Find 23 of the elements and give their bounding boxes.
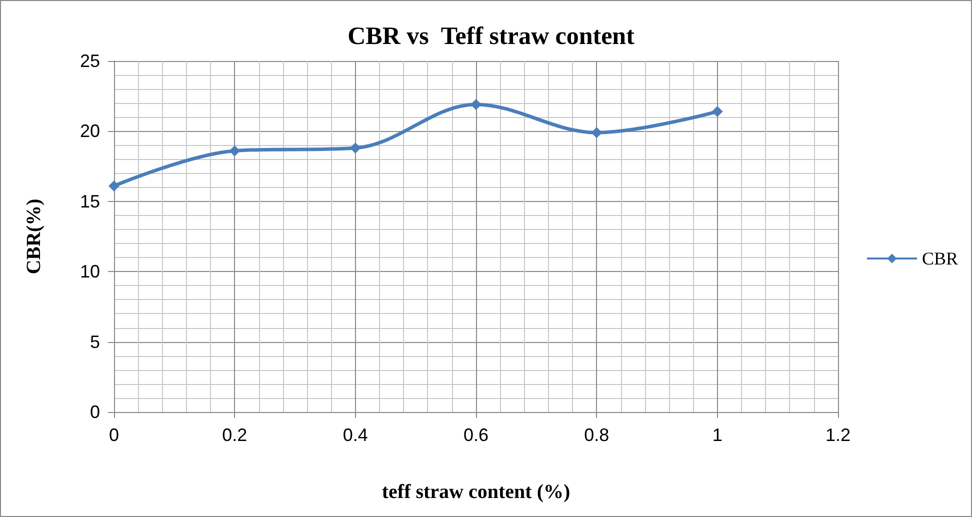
legend-label: CBR	[922, 248, 958, 268]
point	[350, 142, 361, 154]
y-tick-label: 0	[90, 402, 100, 422]
x-tick-label: 0	[108, 425, 120, 445]
y-tick-label: 10	[80, 262, 100, 282]
point	[108, 180, 120, 192]
point	[229, 145, 240, 156]
point	[470, 99, 482, 110]
y-tick-label: 15	[80, 191, 100, 212]
x-tick-label: 0.6	[463, 425, 489, 445]
x-tick-label: 0.4	[342, 425, 368, 445]
y-tick-label: 25	[80, 51, 100, 71]
chart-title: CBR vs Teff straw content	[348, 23, 636, 50]
point	[591, 127, 602, 138]
x-axis-title: teff straw content (%)	[382, 481, 570, 503]
x-tick-label: 1	[712, 425, 722, 445]
y-axis-title: CBR(%)	[23, 198, 45, 274]
x-tick-label: 1.2	[825, 425, 851, 445]
x-tick-label: 0.8	[584, 425, 610, 445]
y-tick-label: 20	[80, 121, 100, 142]
point	[712, 106, 723, 118]
y-tick-label: 5	[90, 332, 100, 352]
x-tick-label: 0.2	[222, 425, 248, 445]
